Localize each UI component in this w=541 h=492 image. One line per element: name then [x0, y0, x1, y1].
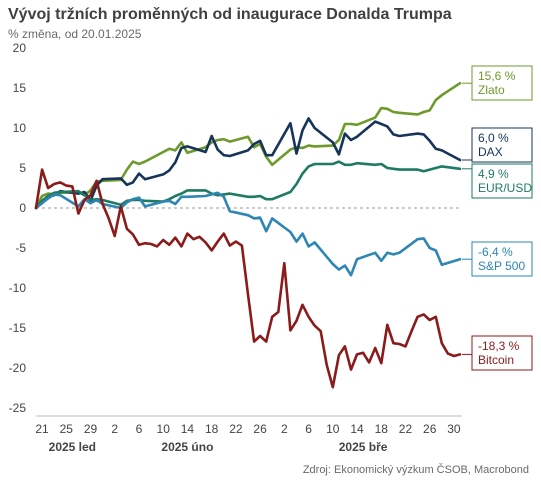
- y-tick-label: -20: [9, 361, 27, 375]
- series-name-label-dax: DAX: [478, 145, 503, 159]
- chart-subtitle: % změna, od 20.01.2025: [8, 27, 142, 41]
- chart-title: Vývoj tržních proměnných od inaugurace D…: [8, 6, 452, 23]
- end-value-label-eur-usd: 4,9 %: [478, 167, 509, 181]
- x-tick-label: 26: [423, 422, 437, 436]
- label-box-s-p-500: [471, 241, 533, 277]
- x-tick-label: 21: [35, 422, 49, 436]
- series-line-eur-usd: [34, 160, 462, 210]
- x-tick-label: 14: [350, 422, 364, 436]
- label-box-zlato: [471, 65, 533, 101]
- x-tick-label: 14: [181, 422, 195, 436]
- end-value-label-s-p-500: -6,4 %: [478, 245, 513, 259]
- end-value-label-bitcoin: -18,3 %: [478, 339, 520, 353]
- series-name-label-bitcoin: Bitcoin: [478, 353, 514, 367]
- y-tick-label: 20: [13, 41, 27, 55]
- y-tick-label: 15: [13, 81, 27, 95]
- series-name-label-zlato: Zlato: [478, 83, 505, 97]
- series-line-s-p-500: [34, 191, 462, 277]
- y-tick-label: 5: [19, 161, 26, 175]
- x-tick-label: 30: [447, 422, 461, 436]
- label-box-eur-usd: [471, 163, 533, 199]
- label-box-dax: [471, 127, 533, 163]
- y-tick-label: -15: [9, 321, 27, 335]
- x-tick-label: 6: [136, 422, 143, 436]
- y-tick-label: 0: [19, 201, 26, 215]
- x-tick-label: 26: [253, 422, 267, 436]
- x-tick-label: 29: [84, 422, 98, 436]
- source-note: Zdroj: Ekonomický výzkum ČSOB, Macrobond: [302, 464, 529, 476]
- label-box-bitcoin: [471, 335, 533, 371]
- x-tick-label: 2: [281, 422, 288, 436]
- x-tick-label: 2: [111, 422, 118, 436]
- x-tick-label: 10: [157, 422, 171, 436]
- series-line-bitcoin: [34, 168, 462, 389]
- y-tick-label: 10: [13, 121, 27, 135]
- x-tick-label: 10: [326, 422, 340, 436]
- x-tick-label: 18: [375, 422, 389, 436]
- x-tick-label: 22: [229, 422, 243, 436]
- x-tick-label: 25: [60, 422, 74, 436]
- y-tick-label: -10: [9, 281, 27, 295]
- end-value-label-dax: 6,0 %: [478, 131, 509, 145]
- series-line-zlato: [34, 81, 462, 210]
- x-month-label: 2025 úno: [161, 440, 213, 454]
- x-tick-label: 22: [399, 422, 413, 436]
- x-tick-label: 18: [205, 422, 219, 436]
- x-month-label: 2025 bře: [339, 440, 388, 454]
- y-tick-label: -5: [15, 241, 26, 255]
- y-tick-label: -25: [9, 401, 27, 415]
- x-tick-label: 6: [305, 422, 312, 436]
- x-month-label: 2025 led: [49, 440, 96, 454]
- series-name-label-s-p-500: S&P 500: [478, 259, 525, 273]
- end-value-label-zlato: 15,6 %: [478, 69, 516, 83]
- series-name-label-eur-usd: EUR/USD: [478, 181, 532, 195]
